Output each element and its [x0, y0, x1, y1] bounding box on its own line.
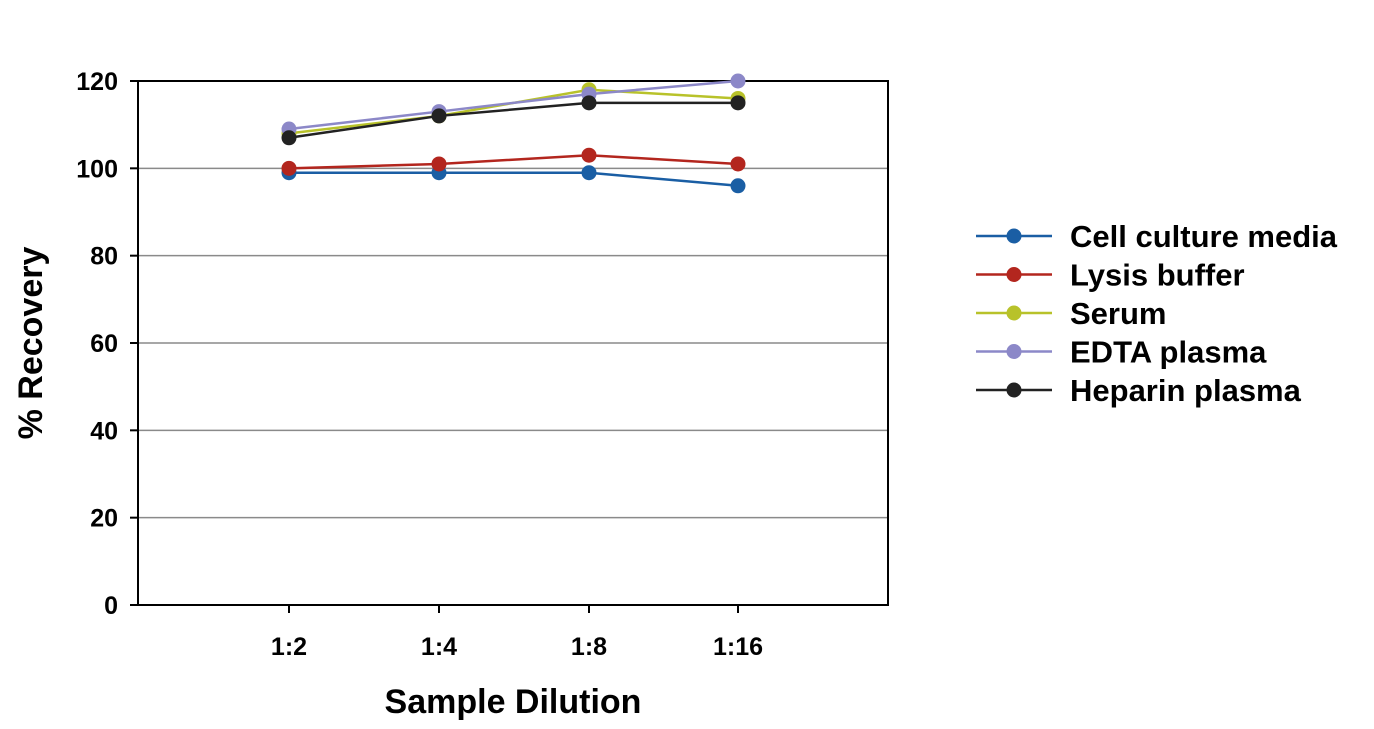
data-point-4-3: [730, 95, 746, 111]
data-point-1-2: [581, 147, 597, 163]
y-tick-label-2: 40: [90, 417, 118, 445]
data-point-1-3: [730, 156, 746, 172]
x-tick-label-3: 1:16: [713, 633, 763, 661]
data-point-4-1: [431, 108, 447, 124]
series-1: [281, 147, 746, 176]
data-point-1-0: [281, 160, 297, 176]
series-line-3: [288, 79, 739, 131]
legend-marker-3: [1006, 344, 1022, 359]
data-point-3-3: [730, 73, 746, 89]
y-tick-label-4: 80: [90, 243, 118, 271]
gridlines: [138, 80, 888, 519]
data-point-0-3: [730, 178, 746, 194]
data-point-4-2: [581, 95, 597, 111]
x-axis-title: Sample Dilution: [385, 683, 642, 721]
y-tick-label-1: 20: [90, 505, 118, 533]
series-line-0: [289, 171, 739, 188]
legend-marker-2: [1006, 305, 1022, 321]
legend-label-0: Cell culture media: [1070, 219, 1338, 254]
legend-item-4: Heparin plasma: [976, 373, 1302, 408]
y-axis-title: % Recovery: [12, 247, 50, 440]
legend-item-2: Serum: [976, 296, 1166, 331]
series-line-1: [288, 153, 739, 170]
legend-item-1: Lysis buffer: [976, 258, 1245, 293]
legend-label-3: EDTA plasma: [1070, 335, 1267, 370]
series-2: [281, 82, 746, 141]
legend-marker-0: [1006, 228, 1022, 244]
y-tick-label-0: 0: [104, 592, 118, 620]
y-tick-label-5: 100: [76, 155, 118, 183]
series-4: [281, 95, 746, 146]
x-tick-label-2: 1:8: [571, 633, 607, 661]
data-point-1-1: [431, 156, 447, 172]
y-tick-label-6: 120: [76, 68, 118, 96]
legend-label-4: Heparin plasma: [1070, 373, 1302, 408]
data-point-0-2: [581, 165, 597, 181]
legend-item-3: EDTA plasma: [976, 335, 1267, 370]
data-point-4-0: [281, 130, 297, 146]
legend-marker-4: [1006, 382, 1022, 398]
series-line-4: [288, 101, 738, 140]
legend-item-0: Cell culture media: [976, 219, 1338, 254]
axes: 0 20 40 60 80 100 120 1:2 1:4 1:8 1:16: [76, 68, 763, 661]
legend-marker-1: [1006, 267, 1022, 282]
x-tick-label-1: 1:4: [421, 633, 457, 661]
legend-label-2: Serum: [1070, 296, 1166, 331]
y-tick-label-3: 60: [90, 330, 118, 358]
series-0: [281, 165, 746, 194]
x-tick-label-0: 1:2: [271, 633, 307, 661]
legend-label-1: Lysis buffer: [1070, 258, 1245, 293]
series-lines: [281, 73, 746, 194]
